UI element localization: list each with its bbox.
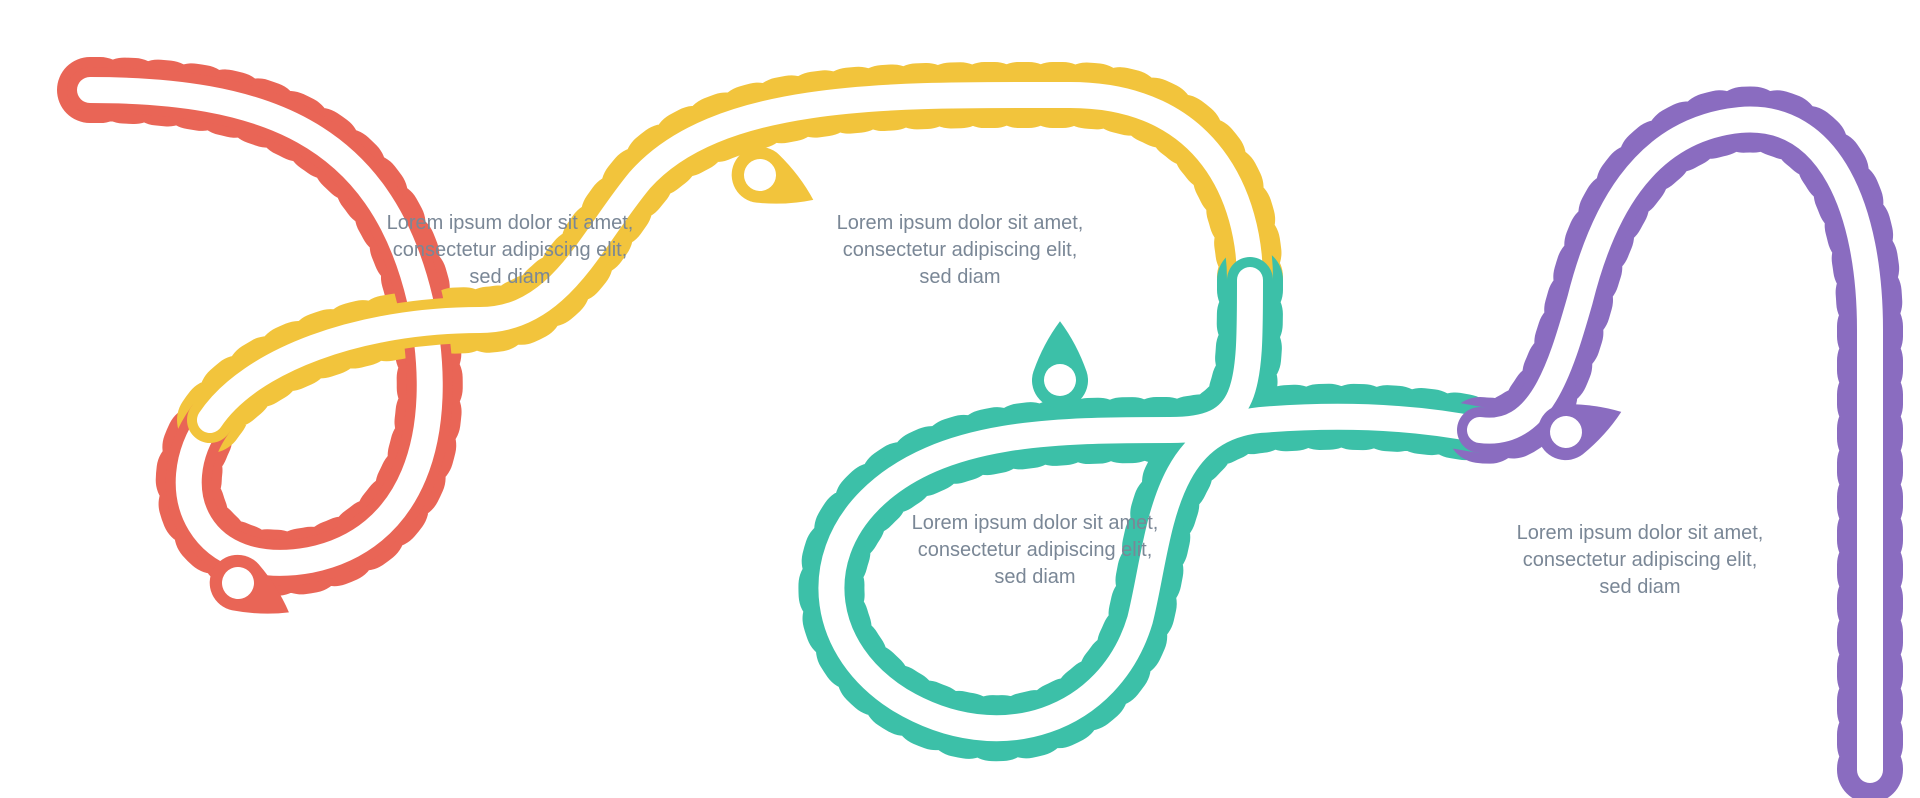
text-block-2: Lorem ipsum dolor sit amet, consectetur … xyxy=(830,210,1090,291)
text-block-3: Lorem ipsum dolor sit amet, consectetur … xyxy=(905,510,1165,591)
location-pin-icon xyxy=(1032,321,1088,408)
text-block-1: Lorem ipsum dolor sit amet, consectetur … xyxy=(380,210,640,291)
infographic-canvas: Lorem ipsum dolor sit amet, consectetur … xyxy=(0,0,1920,798)
railway-track-svg xyxy=(0,0,1920,798)
track-sleepers xyxy=(1480,120,1870,770)
text-block-4: Lorem ipsum dolor sit amet, consectetur … xyxy=(1510,520,1770,601)
